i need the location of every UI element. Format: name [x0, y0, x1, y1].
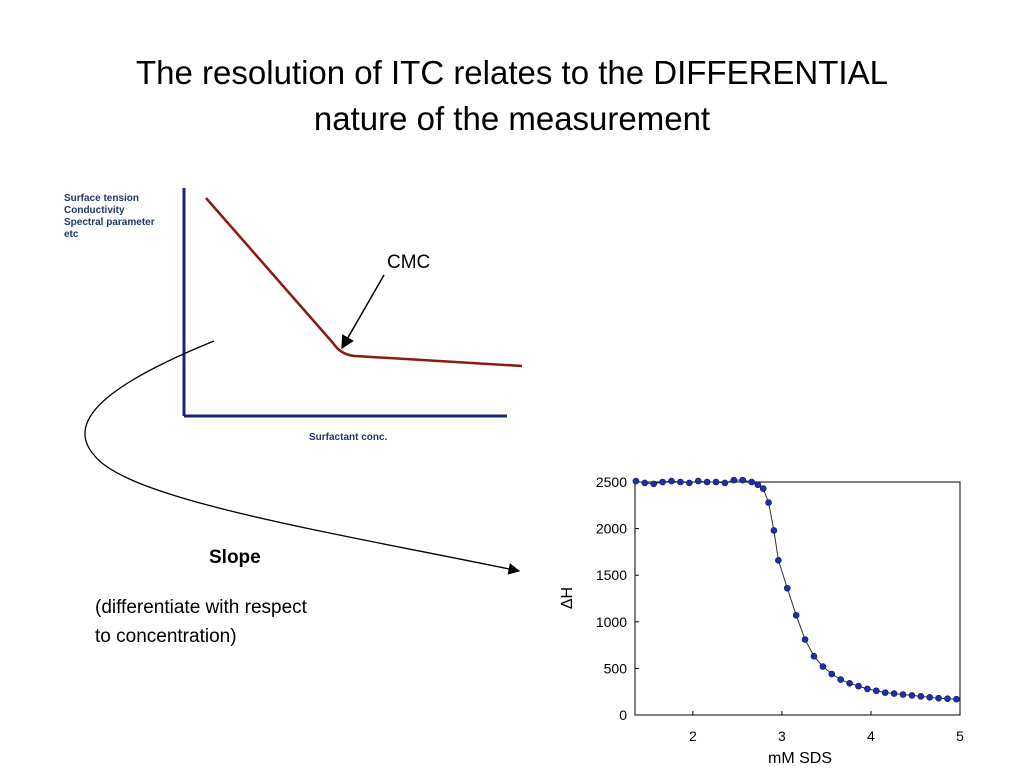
sketch-curve [205, 197, 523, 368]
itc-series-points [632, 476, 960, 703]
slide-title-line-2: nature of the measurement [313, 100, 711, 137]
itc-data-point [730, 476, 738, 484]
itc-xtick-label: 2 [689, 728, 697, 744]
itc-ytick-label: 500 [604, 660, 628, 676]
itc-data-point [686, 479, 693, 487]
itc-data-point [890, 690, 898, 697]
cmc-annotation: CMC [387, 252, 430, 273]
sketch-xlabel: Surfactant conc. [309, 432, 388, 443]
itc-data-point [846, 680, 853, 687]
itc-ytick-label: 2500 [596, 474, 627, 490]
itc-data-point [632, 477, 640, 485]
itc-series-line [635, 479, 957, 700]
itc-data-point [765, 499, 772, 506]
itc-data-point [935, 694, 942, 702]
itc-data-point [748, 478, 755, 486]
itc-data-point [837, 676, 844, 683]
itc-data-point [899, 691, 907, 698]
slope-description: (differentiate with respect to concentra… [95, 593, 395, 651]
itc-data-point [739, 476, 747, 484]
itc-data-point [770, 527, 778, 534]
itc-ytick-label: 1500 [596, 567, 627, 583]
slope-description-line-1: (differentiate with respect [95, 597, 307, 618]
sketch-ylabel-line-2: Conductivity [64, 205, 125, 216]
itc-data-point [944, 695, 951, 702]
itc-data-point [721, 479, 729, 487]
slide-title-line-1: The resolution of ITC relates to the DIF… [136, 54, 888, 91]
itc-data-point [801, 636, 809, 643]
itc-data-point [819, 663, 827, 670]
itc-xlabel: mM SDS [768, 750, 832, 767]
itc-data-point [659, 478, 666, 486]
cmc-arrow [341, 274, 385, 350]
cmc-sketch: Surface tension Conductivity Spectral pa… [64, 188, 523, 443]
itc-data-point [908, 692, 916, 699]
sketch-ylabel-line-4: etc [64, 229, 79, 240]
slope-description-line-2: to concentration) [95, 626, 237, 647]
itc-ytick-label: 1000 [596, 614, 627, 630]
itc-data-point [694, 477, 702, 485]
itc-data-point [712, 478, 720, 486]
itc-data-point [926, 693, 934, 701]
itc-axes: 0 500 1000 1500 2000 2500 2 3 4 5 [596, 474, 964, 744]
itc-plot: 0 500 1000 1500 2000 2500 2 3 4 5 ΔH mM SDS [559, 474, 964, 767]
itc-data-point [703, 478, 711, 486]
itc-data-point [759, 485, 767, 492]
slope-connector-arrow [84, 340, 521, 575]
itc-ylabel: ΔH [559, 587, 576, 609]
itc-data-point [754, 481, 762, 489]
itc-xtick-label: 3 [778, 728, 786, 744]
itc-data-point [792, 611, 800, 619]
itc-data-point [864, 685, 871, 693]
itc-data-point [953, 695, 960, 703]
itc-data-point [775, 556, 782, 564]
itc-data-point [783, 584, 791, 592]
sketch-ylabel: Surface tension Conductivity Spectral pa… [64, 193, 157, 240]
itc-data-point [855, 682, 862, 690]
itc-plot-frame [634, 481, 961, 716]
itc-data-point [668, 477, 675, 485]
itc-data-point [650, 480, 657, 488]
slide-title: The resolution of ITC relates to the DIF… [60, 50, 964, 142]
itc-data-point [828, 670, 836, 678]
sketch-ylabel-line-3: Spectral parameter [64, 217, 155, 228]
sketch-ylabel-line-1: Surface tension [64, 193, 139, 204]
itc-xtick-label: 4 [867, 728, 875, 744]
itc-data-point [641, 479, 649, 487]
itc-data-point [810, 652, 818, 660]
itc-xtick-label: 5 [956, 728, 964, 744]
itc-data-point [677, 478, 684, 486]
slope-label: Slope [209, 547, 261, 568]
itc-data-point [917, 693, 925, 700]
itc-data-point [873, 687, 880, 695]
itc-data-point [881, 689, 889, 696]
itc-ytick-label: 0 [619, 707, 627, 723]
itc-ytick-label: 2000 [596, 521, 627, 537]
